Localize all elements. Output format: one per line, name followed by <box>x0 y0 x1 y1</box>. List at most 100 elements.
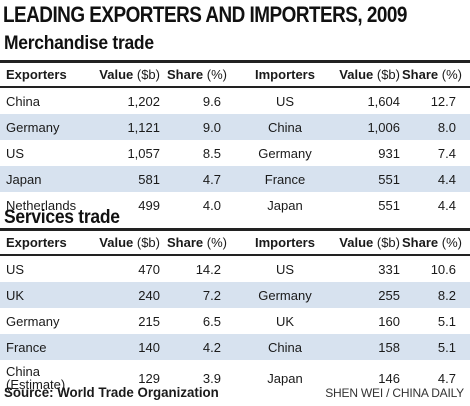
exporter-share: 14.2 <box>160 255 235 282</box>
share-header: Share (%) <box>400 230 470 256</box>
share-header-unit: (%) <box>441 235 462 250</box>
importer-share: 10.6 <box>400 255 470 282</box>
importer-value: 1,006 <box>335 114 400 140</box>
value-header-label: Value <box>339 235 374 250</box>
importer-share: 8.0 <box>400 114 470 140</box>
credit-line: SHEN WEI / CHINA DAILY <box>325 386 464 400</box>
importer-value: 551 <box>335 166 400 192</box>
share-header-unit: (%) <box>206 235 227 250</box>
value-header-label: Value <box>339 67 374 82</box>
importer-name: Germany <box>235 140 335 166</box>
exporter-value: 1,202 <box>86 87 160 114</box>
merchandise-rows: China 1,202 9.6 US 1,604 12.7 Germany 1,… <box>0 87 470 218</box>
table-row: France 140 4.2 China 158 5.1 <box>0 334 470 360</box>
exporter-share: 9.0 <box>160 114 235 140</box>
importer-value: 146 <box>335 360 400 396</box>
share-header: Share (%) <box>160 62 235 88</box>
exporter-name: US <box>0 140 86 166</box>
merchandise-section-title: Merchandise trade <box>4 33 154 54</box>
importer-share: 12.7 <box>400 87 470 114</box>
services-header-row: Exporters Value ($b) Share (%) Importers… <box>0 229 470 256</box>
table-row: US 470 14.2 US 331 10.6 <box>0 255 470 282</box>
importer-name: Germany <box>235 282 335 308</box>
importer-value: 255 <box>335 282 400 308</box>
exporter-value: 140 <box>86 334 160 360</box>
share-header-label: Share <box>402 235 439 250</box>
importer-value: 158 <box>335 334 400 360</box>
importer-name: Japan <box>235 192 335 218</box>
share-header-label: Share <box>167 235 204 250</box>
exporter-name: US <box>0 255 86 282</box>
exporter-name: UK <box>0 282 86 308</box>
importer-name: China <box>235 114 335 140</box>
exporter-name: China <box>0 87 86 114</box>
importer-value: 551 <box>335 192 400 218</box>
share-header-unit: (%) <box>206 67 227 82</box>
importer-share: 8.2 <box>400 282 470 308</box>
exporter-value: 1,057 <box>86 140 160 166</box>
exporter-name: Japan <box>0 166 86 192</box>
source-note: Source: World Trade Organization <box>4 384 219 400</box>
exporter-name: Netherlands <box>0 192 86 218</box>
importer-value: 931 <box>335 140 400 166</box>
merchandise-header-row: Exporters Value ($b) Share (%) Importers… <box>0 61 470 88</box>
value-header-unit: ($b) <box>136 235 160 250</box>
table-row: US 1,057 8.5 Germany 931 7.4 <box>0 140 470 166</box>
share-header-label: Share <box>402 67 439 82</box>
exporter-share: 8.5 <box>160 140 235 166</box>
exporter-name: Germany <box>0 114 86 140</box>
importer-name: France <box>235 166 335 192</box>
page-title: LEADING EXPORTERS AND IMPORTERS, 2009 <box>3 2 407 27</box>
share-header: Share (%) <box>400 62 470 88</box>
table-row: Germany 215 6.5 UK 160 5.1 <box>0 308 470 334</box>
exporter-value: 240 <box>86 282 160 308</box>
exporter-value: 215 <box>86 308 160 334</box>
importer-name: US <box>235 255 335 282</box>
importer-value: 160 <box>335 308 400 334</box>
exporter-value: 499 <box>86 192 160 218</box>
importer-name: UK <box>235 308 335 334</box>
importer-name: China <box>235 334 335 360</box>
importer-share: 4.7 <box>400 360 470 396</box>
merchandise-table: Exporters Value ($b) Share (%) Importers… <box>0 60 470 218</box>
value-header: Value ($b) <box>335 230 400 256</box>
exporter-share: 4.0 <box>160 192 235 218</box>
exporter-share: 9.6 <box>160 87 235 114</box>
importer-share: 5.1 <box>400 308 470 334</box>
share-header: Share (%) <box>160 230 235 256</box>
exporter-value: 1,121 <box>86 114 160 140</box>
importer-share: 5.1 <box>400 334 470 360</box>
exporter-share: 3.9 <box>160 360 235 396</box>
value-header-label: Value <box>99 235 134 250</box>
importer-name: Japan <box>235 360 335 396</box>
exporters-header: Exporters <box>6 67 67 82</box>
importer-share: 4.4 <box>400 166 470 192</box>
table-row: China (Estimate) 129 3.9 Japan 146 4.7 <box>0 360 470 396</box>
exporter-name: France <box>0 334 86 360</box>
share-header-label: Share <box>167 67 204 82</box>
importers-header: Importers <box>255 67 315 82</box>
table-row: UK 240 7.2 Germany 255 8.2 <box>0 282 470 308</box>
exporter-share: 4.2 <box>160 334 235 360</box>
exporter-value: 470 <box>86 255 160 282</box>
value-header-unit: ($b) <box>376 67 400 82</box>
importer-value: 1,604 <box>335 87 400 114</box>
value-header-unit: ($b) <box>376 235 400 250</box>
table-row: Japan 581 4.7 France 551 4.4 <box>0 166 470 192</box>
services-section-title: Services trade <box>4 207 120 228</box>
table-row: China 1,202 9.6 US 1,604 12.7 <box>0 87 470 114</box>
exporter-value: 129 <box>86 360 160 396</box>
value-header-label: Value <box>99 67 134 82</box>
services-table: Exporters Value ($b) Share (%) Importers… <box>0 228 470 396</box>
importer-share: 4.4 <box>400 192 470 218</box>
importer-share: 7.4 <box>400 140 470 166</box>
table-row: Germany 1,121 9.0 China 1,006 8.0 <box>0 114 470 140</box>
exporter-share: 7.2 <box>160 282 235 308</box>
value-header: Value ($b) <box>86 230 160 256</box>
table-row: Netherlands 499 4.0 Japan 551 4.4 <box>0 192 470 218</box>
importers-header: Importers <box>255 235 315 250</box>
exporter-share: 4.7 <box>160 166 235 192</box>
exporter-name: Germany <box>0 308 86 334</box>
services-rows: US 470 14.2 US 331 10.6 UK 240 7.2 Germa… <box>0 255 470 396</box>
